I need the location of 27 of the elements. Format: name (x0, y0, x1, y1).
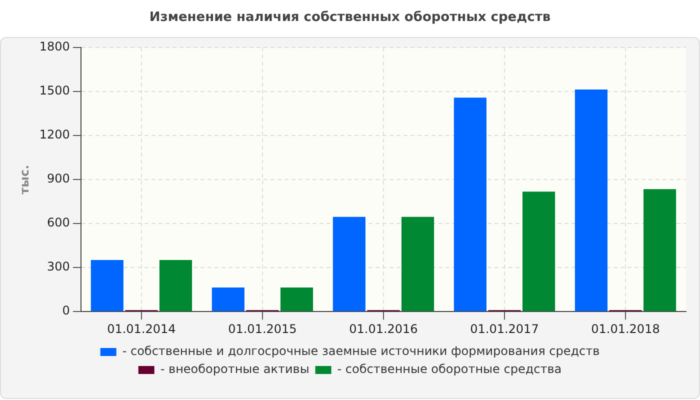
x-tick-label: 01.01.2017 (470, 322, 539, 336)
x-tick-label: 01.01.2018 (591, 322, 660, 336)
legend-label: - внеоборотные активы (160, 362, 310, 376)
bar (643, 189, 676, 312)
bar (159, 260, 192, 312)
bar (280, 288, 314, 312)
bar (401, 216, 434, 312)
y-tick-label: 1500 (39, 84, 70, 98)
chart-title: Изменение наличия собственных оборотных средств (149, 10, 551, 26)
bar (212, 288, 244, 312)
y-tick-label: 900 (47, 172, 70, 186)
x-tick-label: 01.01.2014 (107, 322, 176, 336)
y-tick-label: 600 (47, 216, 70, 230)
bar (454, 98, 486, 312)
y-tick-label: 1200 (39, 128, 70, 142)
y-tick-label: 1800 (39, 40, 70, 54)
y-tick-label: 300 (47, 260, 70, 274)
bar (574, 90, 608, 312)
legend-label: - собственные и долгосрочные заемные источники формирования средств (122, 344, 600, 358)
x-tick-label: 01.01.2016 (349, 322, 418, 336)
bar (332, 216, 366, 312)
x-tick-label: 01.01.2015 (228, 322, 297, 336)
y-axis-title: тыс. (17, 164, 32, 194)
bar (522, 192, 556, 312)
y-tick-label: 0 (62, 304, 70, 318)
bar (90, 260, 124, 312)
legend-label: - собственные оборотные средства (337, 362, 562, 376)
